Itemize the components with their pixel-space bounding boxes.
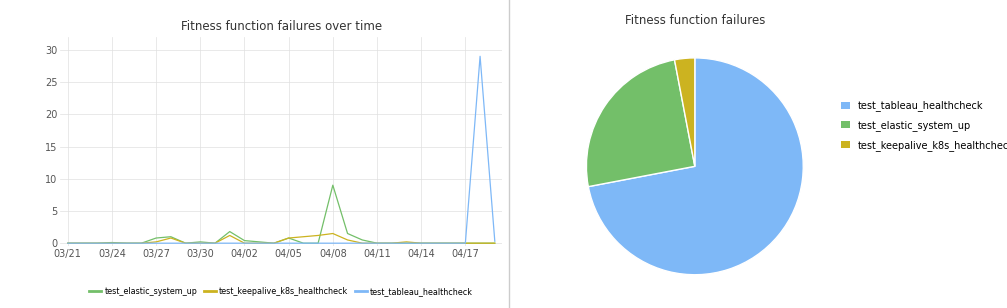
Title: Fitness function failures: Fitness function failures — [624, 14, 765, 27]
Wedge shape — [675, 58, 695, 166]
Title: Fitness function failures over time: Fitness function failures over time — [180, 20, 382, 33]
Legend: test_tableau_healthcheck, test_elastic_system_up, test_keepalive_k8s_healthcheck: test_tableau_healthcheck, test_elastic_s… — [841, 100, 1007, 151]
Wedge shape — [588, 58, 804, 275]
Wedge shape — [586, 60, 695, 187]
Legend: test_elastic_system_up, test_keepalive_k8s_healthcheck, test_tableau_healthcheck: test_elastic_system_up, test_keepalive_k… — [87, 284, 476, 299]
